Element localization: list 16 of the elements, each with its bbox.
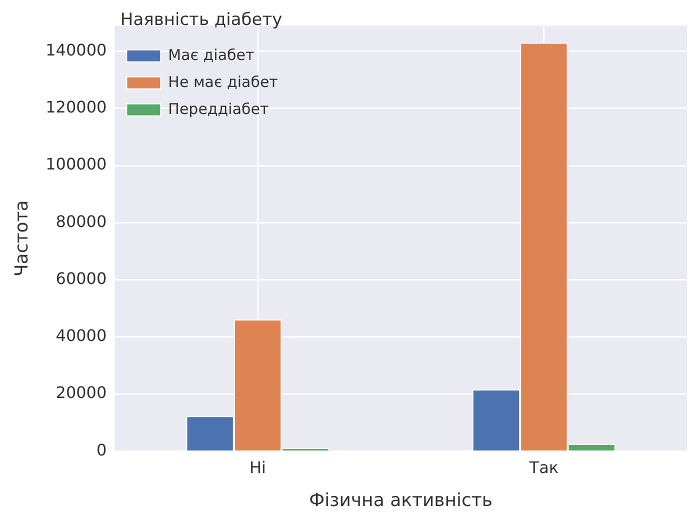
- y-tick-label: 40000: [56, 326, 107, 346]
- y-tick-label: 140000: [46, 40, 107, 60]
- y-tick-label: 80000: [56, 212, 107, 231]
- y-tick-label: 120000: [46, 98, 107, 117]
- y-tick-label: 100000: [46, 154, 107, 174]
- legend-label: Має діабет: [168, 46, 255, 64]
- legend-label: Не має діабет: [168, 72, 278, 91]
- y-axis-title: Частота: [11, 200, 32, 277]
- y-tick-label: 20000: [56, 383, 107, 402]
- legend-label: Переддіабет: [168, 100, 270, 118]
- x-axis-title: Фізична активність: [309, 490, 493, 511]
- x-tick-label: Ні: [250, 458, 266, 477]
- legend-title: Наявність діабету: [120, 10, 282, 30]
- y-tick-label: 60000: [56, 268, 107, 288]
- y-tick-label: 0: [96, 440, 107, 460]
- x-tick-label: Так: [528, 458, 559, 477]
